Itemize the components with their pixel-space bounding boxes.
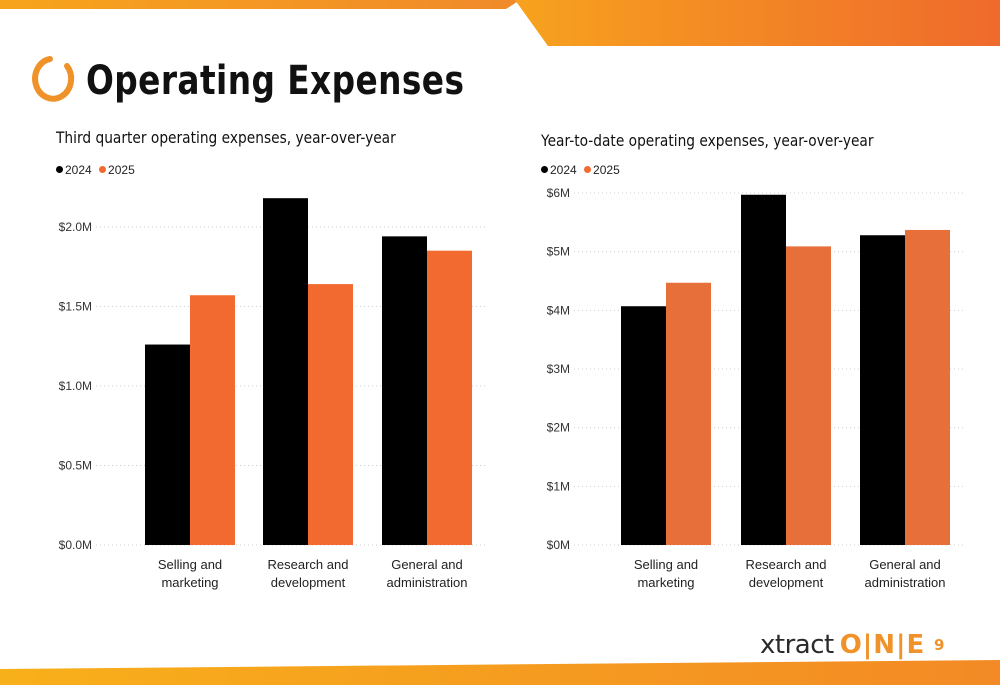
legend-item-2024: 2024 [541,163,580,177]
bar-2025 [308,284,353,545]
chart-title-ytd: Year-to-date operating expenses, year-ov… [541,131,874,150]
chart-title-q3: Third quarter operating expenses, year-o… [56,128,396,147]
bar-2024 [621,306,666,545]
bar-2025 [786,246,831,546]
legend-label-2024: 2024 [550,163,577,177]
legend-swatch-2024 [541,166,548,173]
y-tick-label: $5M [547,245,570,259]
page-number: 9 [934,636,945,654]
title-ring-icon [32,56,75,102]
legend-swatch-2025 [99,166,107,173]
x-tick-label: development [271,575,346,590]
bar-2024 [860,235,905,546]
top-right-band [515,0,1000,46]
y-tick-label: $6M [547,186,570,200]
bar-2025 [666,282,711,545]
x-tick-label: marketing [637,575,694,590]
y-tick-label: $1.0M [59,379,92,393]
y-tick-label: $1M [547,479,570,493]
legend-label-2024: 2024 [65,163,92,177]
y-tick-label: $3M [547,362,570,376]
legend-item-2025: 2025 [584,163,620,177]
x-tick-label: administration [865,575,946,590]
x-tick-label: Selling and [158,557,222,572]
y-tick-label: $1.5M [59,299,92,313]
legend-swatch-2025 [584,166,592,173]
xtract-one-logo: xtract O|N|E [760,630,925,660]
legend-ytd: 2024 2025 [541,163,624,177]
x-tick-label: marketing [161,575,218,590]
y-tick-label: $0.5M [59,458,92,472]
logo-text: xtract [760,630,834,660]
x-tick-label: Research and [268,557,349,572]
bar-2024 [145,344,190,545]
y-tick-label: $2.0M [59,220,92,234]
x-tick-label: Selling and [634,557,698,572]
legend-item-2025: 2025 [99,163,135,177]
page-title: Operating Expenses [86,58,465,104]
x-tick-label: Research and [746,557,827,572]
bottom-band [0,660,1000,685]
legend-q3: 2024 2025 [56,163,139,177]
y-tick-label: $0M [547,538,570,552]
y-tick-label: $2M [547,421,570,435]
x-tick-label: General and [869,557,941,572]
x-tick-label: administration [387,575,468,590]
y-tick-label: $0.0M [59,538,92,552]
legend-label-2025: 2025 [593,163,620,177]
bar-2024 [382,236,427,545]
top-band [0,0,520,9]
bar-2025 [905,229,950,545]
bar-2024 [741,194,786,545]
bar-2025 [190,295,235,545]
logo-mark: O|N|E [839,630,926,660]
legend-swatch-2024 [56,166,63,173]
y-tick-label: $4M [547,303,570,317]
legend-label-2025: 2025 [108,163,135,177]
x-tick-label: development [749,575,824,590]
legend-item-2024: 2024 [56,163,95,177]
x-tick-label: General and [391,557,463,572]
bar-2024 [263,198,308,545]
bar-2025 [427,250,472,545]
